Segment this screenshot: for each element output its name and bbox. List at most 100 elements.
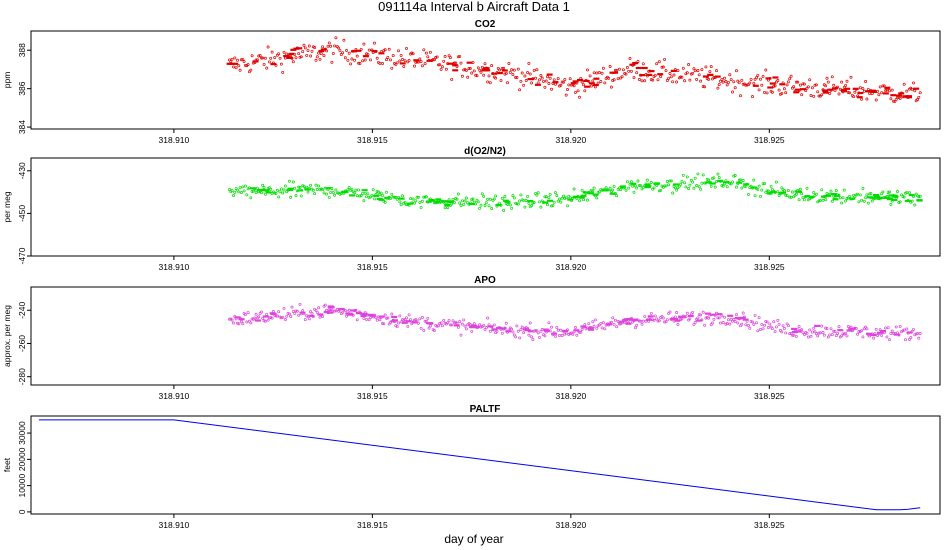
- co2-data-point: [578, 95, 581, 99]
- co2-data-point: [246, 63, 250, 67]
- co2-data-point: [269, 56, 273, 60]
- co2-data-point: [629, 69, 633, 73]
- do2n2-data-point: [709, 184, 713, 188]
- do2n2-data-point: [917, 195, 921, 199]
- apo-data-point: [784, 331, 788, 335]
- paltf-y-tick-label: 20000: [17, 447, 27, 471]
- co2-data-point: [708, 70, 712, 74]
- do2n2-data-point: [366, 192, 370, 196]
- do2n2-data-point: [713, 185, 717, 189]
- apo-data-point: [663, 320, 667, 324]
- co2-data-point: [620, 75, 624, 79]
- co2-x-tick-label: 318.920: [555, 135, 586, 145]
- co2-data-point: [672, 73, 676, 77]
- co2-data-point: [546, 75, 549, 79]
- do2n2-data-point: [237, 190, 241, 194]
- apo-ylabel: approx. per meg: [2, 305, 12, 367]
- do2n2-data-point: [888, 190, 891, 194]
- co2-data-point: [520, 71, 524, 75]
- do2n2-data-point: [281, 191, 285, 195]
- apo-data-point: [556, 328, 560, 332]
- apo-x-tick-label: 318.920: [555, 391, 586, 401]
- co2-data-point: [776, 79, 780, 82]
- do2n2-data-point: [309, 183, 313, 187]
- apo-data-point: [613, 318, 617, 322]
- apo-data-point: [420, 316, 424, 319]
- do2n2-data-point: [604, 186, 608, 190]
- paltf-x-tick-label: 318.910: [159, 520, 190, 530]
- do2n2-data-point: [800, 192, 804, 196]
- apo-data-point: [578, 330, 581, 334]
- do2n2-data-point: [543, 195, 547, 199]
- apo-data-point: [512, 333, 516, 337]
- do2n2-data-point: [869, 191, 873, 195]
- do2n2-data-point: [856, 192, 860, 196]
- do2n2-data-point: [346, 188, 350, 192]
- do2n2-data-point: [424, 195, 428, 199]
- do2n2-data-point: [821, 198, 825, 202]
- do2n2-data-point: [862, 199, 866, 203]
- apo-data-point: [592, 324, 596, 328]
- apo-data-point: [440, 324, 444, 328]
- apo-data-point: [478, 323, 482, 327]
- do2n2-data-point: [353, 191, 357, 195]
- do2n2-data-point: [905, 191, 909, 195]
- co2-data-point: [420, 64, 424, 68]
- co2-data-point: [701, 85, 705, 88]
- co2-data-point: [530, 81, 534, 85]
- do2n2-data-point: [536, 191, 540, 195]
- do2n2-data-point: [689, 178, 693, 182]
- apo-points: [228, 302, 922, 342]
- co2-data-point: [299, 55, 303, 59]
- do2n2-data-point: [471, 197, 475, 201]
- co2-data-point: [725, 83, 729, 87]
- do2n2-data-point: [333, 193, 337, 197]
- co2-data-point: [877, 93, 881, 97]
- co2-data-point: [759, 77, 762, 81]
- co2-data-point: [826, 80, 830, 84]
- co2-data-point: [539, 74, 543, 77]
- co2-data-point: [586, 68, 589, 72]
- do2n2-data-point: [611, 188, 615, 192]
- apo-data-point: [844, 331, 848, 335]
- apo-y-tick-label: -280: [17, 368, 27, 385]
- co2-data-point: [703, 85, 707, 89]
- paltf-y-tick-label: 30000: [17, 421, 27, 445]
- do2n2-data-point: [474, 202, 478, 206]
- co2-data-point: [242, 60, 246, 63]
- apo-data-point: [717, 316, 721, 320]
- apo-data-point: [531, 338, 535, 342]
- apo-data-point: [428, 324, 432, 328]
- co2-data-point: [257, 54, 261, 58]
- do2n2-data-point: [797, 198, 801, 202]
- do2n2-data-point: [480, 192, 484, 196]
- apo-x-tick-label: 318.915: [357, 391, 388, 401]
- do2n2-data-point: [399, 203, 403, 207]
- apo-data-point: [733, 320, 737, 323]
- co2-data-point: [774, 80, 778, 84]
- apo-data-point: [535, 329, 539, 333]
- do2n2-data-point: [814, 192, 818, 196]
- apo-data-point: [321, 314, 325, 318]
- apo-data-point: [601, 321, 605, 325]
- co2-data-point: [523, 74, 527, 78]
- apo-data-point: [782, 327, 786, 330]
- do2n2-data-point: [786, 189, 790, 192]
- co2-data-point: [566, 88, 569, 91]
- do2n2-data-point: [464, 196, 468, 200]
- co2-data-point: [241, 57, 245, 61]
- co2-data-point: [353, 58, 357, 62]
- co2-data-point: [258, 54, 262, 58]
- co2-data-point: [691, 71, 695, 75]
- co2-x-ticks: 318.910 318.915 318.920 318.925: [159, 129, 785, 145]
- apo-data-point: [303, 318, 307, 322]
- do2n2-data-point: [729, 182, 733, 186]
- apo-title: APO: [474, 275, 496, 286]
- apo-data-point: [826, 335, 830, 339]
- apo-data-point: [500, 331, 504, 335]
- do2n2-data-point: [274, 192, 278, 195]
- paltf-x-tick-label: 318.920: [555, 520, 586, 530]
- do2n2-data-point: [233, 190, 237, 194]
- apo-data-point: [735, 313, 738, 317]
- apo-data-point: [828, 333, 832, 337]
